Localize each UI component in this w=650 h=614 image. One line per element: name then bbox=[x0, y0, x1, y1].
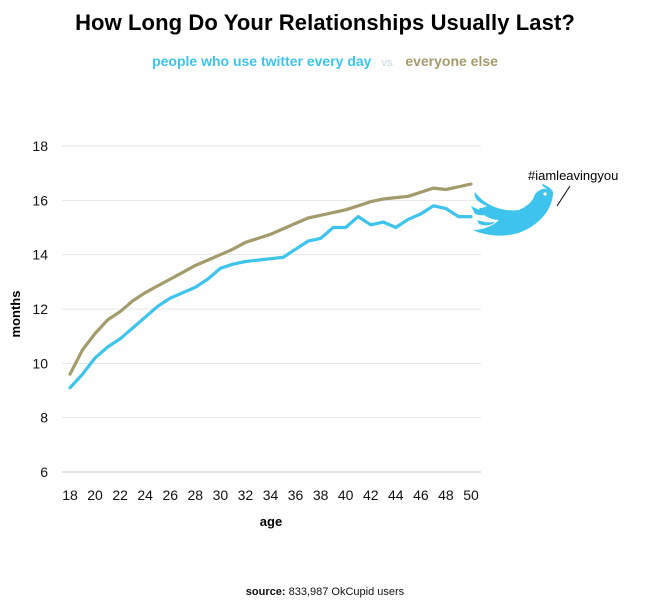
chart-legend: people who use twitter every day vs. eve… bbox=[0, 53, 650, 69]
gridlines bbox=[62, 145, 481, 473]
x-tick-label: 30 bbox=[213, 487, 229, 503]
y-tick-label: 14 bbox=[32, 247, 48, 263]
legend-vs-label: vs. bbox=[381, 57, 396, 69]
source-text: 833,987 OkCupid users bbox=[288, 586, 405, 598]
series-line-twitter-users bbox=[68, 204, 473, 390]
x-tick-label: 40 bbox=[338, 487, 354, 503]
annotation-pointer bbox=[556, 185, 571, 207]
legend-twitter-users: people who use twitter every day bbox=[152, 53, 372, 69]
series-lines bbox=[68, 182, 473, 390]
series-line-everyone-else bbox=[68, 182, 473, 376]
annotation-label: #iamleavingyou bbox=[528, 168, 618, 183]
y-tick-label: 12 bbox=[32, 301, 48, 317]
x-tick-label: 20 bbox=[87, 487, 103, 503]
x-tick-label: 18 bbox=[62, 487, 78, 503]
x-tick-label: 44 bbox=[388, 487, 404, 503]
x-tick-label: 36 bbox=[288, 487, 304, 503]
x-axis-label: age bbox=[260, 514, 282, 529]
x-tick-label: 38 bbox=[313, 487, 329, 503]
x-tick-label: 34 bbox=[263, 487, 279, 503]
x-axis-ticks: 18 20 22 24 26 28 30 32 34 36 38 40 42 44 46 48 50 bbox=[62, 487, 479, 503]
twitter-bird-icon bbox=[471, 184, 553, 236]
x-tick-label: 48 bbox=[438, 487, 454, 503]
y-tick-label: 6 bbox=[40, 464, 48, 480]
x-tick-label: 50 bbox=[463, 487, 479, 503]
chart-title: How Long Do Your Relationships Usually L… bbox=[75, 10, 575, 35]
x-tick-label: 42 bbox=[363, 487, 379, 503]
x-tick-label: 32 bbox=[238, 487, 254, 503]
x-tick-label: 46 bbox=[413, 487, 429, 503]
y-tick-label: 18 bbox=[32, 138, 48, 154]
source-label: source: bbox=[245, 586, 286, 598]
y-axis-label: months bbox=[8, 291, 23, 338]
y-axis-ticks: 6 8 10 12 14 16 18 bbox=[32, 138, 48, 480]
y-tick-label: 16 bbox=[32, 192, 48, 208]
legend-everyone-else: everyone else bbox=[405, 53, 498, 69]
source-note: source: 833,987 OkCupid users bbox=[0, 586, 650, 598]
x-tick-label: 28 bbox=[188, 487, 204, 503]
x-tick-label: 24 bbox=[137, 487, 153, 503]
y-tick-label: 8 bbox=[40, 410, 48, 426]
x-tick-label: 26 bbox=[162, 487, 178, 503]
x-tick-label: 22 bbox=[112, 487, 128, 503]
y-tick-label: 10 bbox=[32, 355, 48, 371]
